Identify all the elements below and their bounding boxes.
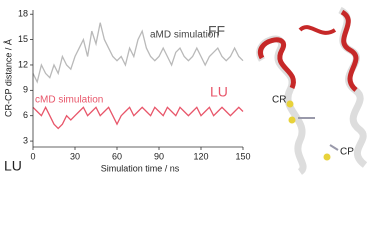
- y-axis-title: CR-CP distance / Å: [3, 39, 13, 117]
- x-tick-label: 60: [112, 151, 122, 161]
- y-tick-label: 3: [23, 135, 28, 145]
- annotation: LU: [4, 158, 22, 174]
- y-tick-label: 15: [18, 34, 28, 44]
- ribbon: [340, 9, 359, 92]
- atom: [323, 153, 331, 161]
- x-tick-label: 120: [193, 151, 208, 161]
- y-tick-label: 6: [23, 110, 28, 120]
- x-tick-label: 150: [235, 151, 250, 161]
- ribbon: [298, 25, 337, 35]
- page: Simulation time / ns CR-CP distance / Å …: [3, 6, 368, 175]
- atom-label: CR: [272, 95, 286, 106]
- y-tick-label: 9: [23, 85, 28, 95]
- x-tick-label: 90: [154, 151, 164, 161]
- annotation: LU: [210, 84, 228, 100]
- data-line: [32, 22, 244, 84]
- y-tick-label: 18: [18, 9, 28, 19]
- atom-label: CP: [340, 147, 354, 158]
- x-tick-label: 0: [30, 151, 35, 161]
- x-tick-label: 30: [70, 151, 80, 161]
- annotation: FF: [208, 23, 225, 39]
- atom: [288, 116, 296, 124]
- y-tick-label: 12: [18, 59, 28, 69]
- data-line: [32, 105, 244, 130]
- atom: [286, 100, 294, 108]
- series-label: cMD simulation: [35, 95, 103, 106]
- protein-illustration: [256, 6, 368, 175]
- series-label: aMD simulation: [150, 30, 219, 41]
- x-axis-title: Simulation time / ns: [101, 163, 180, 173]
- bond: [329, 144, 339, 151]
- ribbon: [257, 37, 296, 90]
- chart: Simulation time / ns CR-CP distance / Å …: [3, 6, 368, 175]
